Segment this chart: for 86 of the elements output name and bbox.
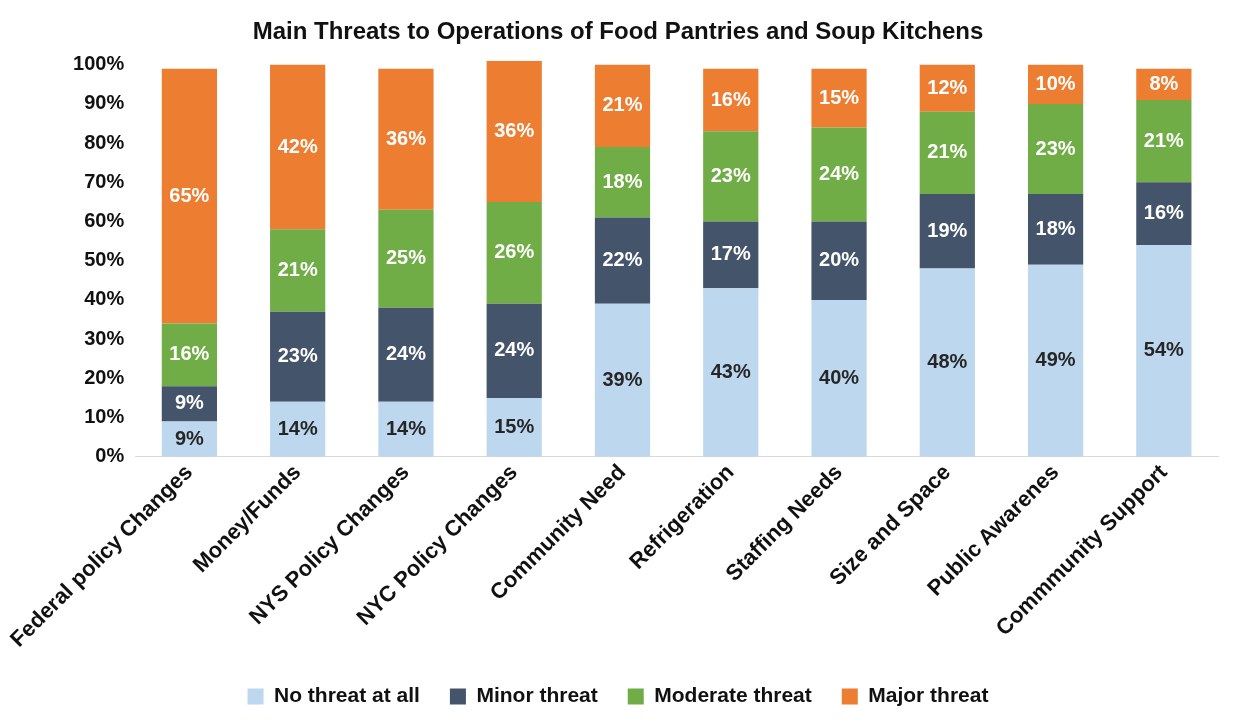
legend-label: No threat at all: [274, 683, 420, 707]
data-label: 16%: [710, 87, 751, 110]
data-label: 65%: [169, 183, 210, 206]
bar: [378, 209, 434, 308]
data-label: 23%: [277, 344, 318, 367]
legend-label: Minor threat: [476, 683, 598, 707]
y-tick-label: 50%: [84, 248, 125, 271]
bar: [703, 131, 759, 222]
data-label: 24%: [385, 342, 427, 365]
y-tick-label: 70%: [84, 169, 125, 192]
bar: [161, 68, 217, 324]
bar: [1136, 182, 1192, 246]
bar: [486, 303, 542, 398]
data-label: 15%: [819, 85, 860, 108]
data-label: 23%: [1035, 136, 1076, 159]
data-label: 54%: [1143, 338, 1185, 361]
data-label: 24%: [819, 161, 860, 184]
data-label: 21%: [1143, 128, 1185, 151]
bar: [1027, 194, 1084, 265]
y-tick-label: 100%: [73, 52, 125, 75]
data-label: 48%: [927, 350, 968, 373]
data-label: 8%: [1149, 71, 1179, 94]
y-tick-label: 40%: [84, 287, 125, 310]
y-tick-label: 60%: [84, 209, 125, 232]
y-tick-label: 90%: [84, 91, 125, 114]
bar: [1027, 264, 1084, 457]
data-label: 42%: [277, 134, 318, 157]
y-tick-label: 80%: [84, 130, 125, 153]
data-label: 21%: [277, 258, 318, 281]
data-label: 24%: [494, 338, 535, 361]
bar: [811, 221, 867, 300]
y-tick-label: 0%: [95, 444, 125, 467]
data-label: 43%: [710, 359, 751, 382]
bar: [1136, 245, 1192, 457]
data-label: 14%: [385, 416, 427, 439]
y-tick-label: 30%: [84, 326, 125, 349]
bar: [378, 307, 434, 402]
bar: [594, 147, 651, 218]
data-label: 36%: [385, 126, 427, 149]
data-label: 40%: [819, 365, 860, 388]
data-label: 9%: [174, 391, 205, 414]
data-label: 39%: [602, 367, 643, 390]
data-label: 21%: [602, 93, 643, 116]
y-tick-label: 10%: [84, 405, 125, 428]
bar: [919, 194, 975, 269]
bar: [811, 127, 867, 222]
data-label: 21%: [927, 140, 968, 163]
data-label: 19%: [927, 218, 968, 241]
data-label: 15%: [494, 414, 535, 437]
bar: [703, 288, 759, 457]
data-label: 49%: [1035, 348, 1076, 371]
bar: [594, 64, 651, 148]
bar: [594, 303, 651, 457]
legend-label: Major threat: [868, 683, 989, 707]
bar: [378, 68, 434, 210]
data-label: 26%: [494, 240, 535, 263]
data-label: 20%: [819, 248, 860, 271]
data-label: 25%: [385, 246, 427, 269]
bar: [270, 64, 326, 230]
data-label: 16%: [1143, 201, 1185, 224]
legend-label: Moderate threat: [654, 683, 812, 707]
data-label: 14%: [277, 416, 318, 439]
data-label: 23%: [710, 163, 751, 186]
data-label: 22%: [602, 248, 643, 271]
bar: [1027, 103, 1084, 195]
data-label: 17%: [710, 242, 751, 265]
bar: [919, 111, 975, 195]
bar: [161, 323, 217, 387]
data-label: 36%: [494, 118, 535, 141]
bar: [594, 217, 651, 304]
bar: [919, 268, 975, 457]
data-label: 18%: [1035, 216, 1076, 239]
data-label: 16%: [169, 342, 210, 365]
bar: [703, 221, 759, 289]
chart-title: Main Threats to Operations of Food Pantries and Soup Kitchens: [252, 17, 984, 45]
data-label: 12%: [927, 75, 968, 98]
bar: [270, 311, 326, 402]
bar: [486, 60, 542, 202]
y-tick-label: 20%: [84, 365, 125, 388]
bar: [270, 229, 326, 312]
bar: [1136, 100, 1192, 183]
bar: [811, 299, 867, 457]
data-label: 18%: [602, 169, 643, 192]
data-label: 10%: [1035, 71, 1076, 94]
bar: [486, 201, 542, 304]
data-label: 9%: [174, 426, 205, 449]
